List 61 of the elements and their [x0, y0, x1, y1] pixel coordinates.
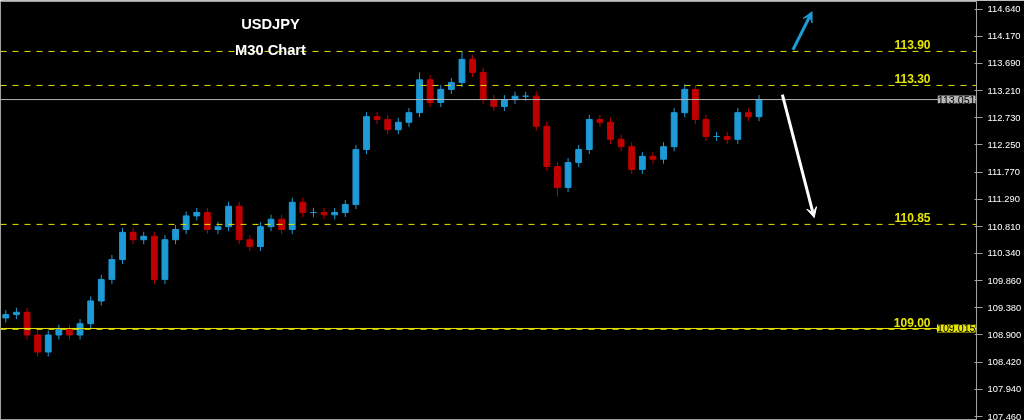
candlestick [225, 201, 232, 232]
candlestick [554, 161, 561, 198]
candlestick [384, 114, 392, 135]
candlestick [575, 144, 583, 168]
text: USDJPY [241, 15, 301, 32]
candlestick [214, 221, 222, 235]
candlestick [23, 307, 31, 341]
candlestick [87, 295, 95, 329]
y-tick-label: 109.380 [987, 302, 1022, 313]
text: M30 Chart [235, 41, 307, 58]
candlestick [97, 274, 105, 306]
candlestick [638, 151, 646, 175]
candlestick [172, 224, 179, 245]
candlestick [267, 214, 275, 232]
candlestick [108, 254, 116, 285]
candlestick [702, 114, 710, 142]
ref-line-label: 110.85 [894, 211, 931, 226]
y-tick-label: 107.940 [987, 384, 1022, 395]
candlestick [628, 141, 636, 175]
candlestick [278, 214, 286, 235]
candlestick [129, 227, 137, 245]
y-tick-label: 110.340 [987, 248, 1021, 259]
candlestick [373, 111, 381, 125]
candlestick [257, 221, 264, 252]
ref-line-label: 109.015 [936, 322, 976, 335]
candlestick [437, 84, 445, 108]
ref-line-label: 113.30 [894, 72, 931, 87]
y-tick-label: 114.640 [987, 4, 1021, 15]
y-tick-label: 111.770 [987, 167, 1020, 178]
candlestick [660, 141, 667, 165]
candlestick [617, 134, 625, 152]
y-tick-label: 109.860 [987, 275, 1022, 286]
y-tick-label: 108.420 [987, 357, 1022, 368]
y-tick-label: 108.900 [987, 329, 1022, 340]
candlestick [76, 318, 84, 341]
y-tick-label: 110.810 [987, 221, 1021, 232]
y-tick-label: 113.690 [987, 58, 1021, 69]
candlestick [596, 114, 604, 128]
ref-line-label: 113.90 [894, 38, 931, 53]
y-tick-label: 113.210 [987, 85, 1021, 96]
candlestick [182, 210, 190, 235]
y-tick-label: 111.290 [987, 194, 1020, 205]
ref-line-label: 109.00 [893, 316, 931, 331]
candlestick [607, 117, 614, 145]
y-tick-label: 112.250 [987, 139, 1021, 150]
candlestick [405, 107, 413, 128]
y-tick-label: 107.460 [987, 411, 1022, 420]
candlestick [755, 94, 763, 122]
candlestick [469, 54, 476, 78]
candlestick [299, 197, 307, 218]
candlestick [458, 50, 466, 88]
candlestick [649, 151, 657, 165]
candlestick [426, 74, 434, 108]
y-tick-label: 112.730 [987, 112, 1021, 123]
ref-line-label: 113.051 [937, 93, 976, 106]
candlestick [44, 329, 52, 358]
candlestick [34, 329, 42, 358]
candlestick [320, 207, 328, 220]
y-tick-label: 114.170 [987, 31, 1021, 42]
candlestick [681, 83, 689, 118]
candlestick [203, 207, 211, 235]
